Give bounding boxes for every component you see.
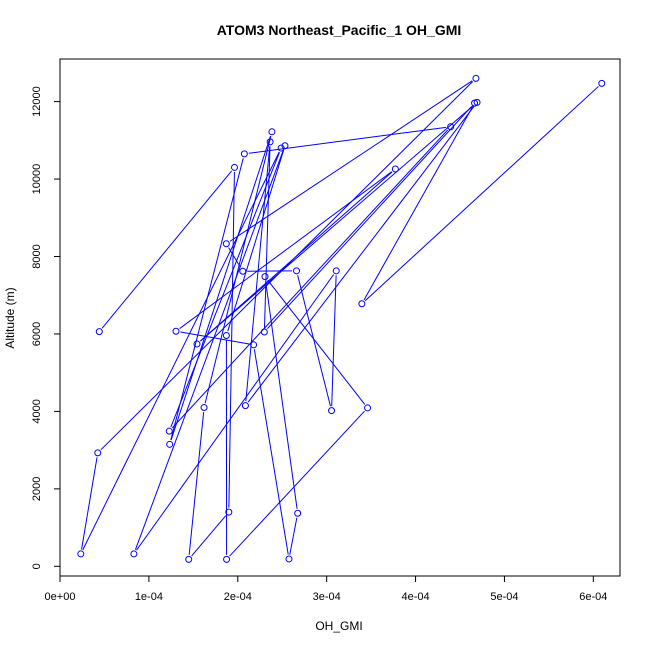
data-point bbox=[130, 550, 138, 558]
data-point bbox=[328, 407, 336, 415]
data-point bbox=[95, 328, 103, 336]
data-point bbox=[332, 267, 340, 275]
chart-title: ATOM3 Northeast_Pacific_1 OH_GMI bbox=[217, 22, 462, 38]
data-point bbox=[222, 240, 230, 248]
data-point bbox=[447, 123, 455, 131]
y-tick-label: 4000 bbox=[31, 399, 43, 423]
series-segment bbox=[289, 517, 298, 555]
data-point bbox=[281, 142, 289, 150]
series-segment bbox=[136, 274, 335, 551]
data-point bbox=[285, 555, 293, 563]
series-segment bbox=[265, 281, 298, 509]
data-point bbox=[185, 555, 193, 563]
series-segment bbox=[204, 136, 272, 404]
series-segment bbox=[200, 171, 393, 342]
data-point bbox=[358, 300, 366, 308]
series-segment bbox=[228, 247, 241, 268]
data-point bbox=[364, 404, 372, 412]
data-point bbox=[200, 404, 208, 412]
y-tick-label: 2000 bbox=[31, 477, 43, 501]
series-segment bbox=[180, 331, 250, 345]
data-point bbox=[165, 427, 173, 435]
data-point bbox=[598, 79, 606, 87]
data-point bbox=[250, 341, 258, 349]
x-axis: 0e+00 1e-04 2e-04 3e-04 4e-04 5e-04 6e-04 bbox=[45, 576, 607, 603]
series-segment bbox=[227, 149, 285, 332]
series-segment bbox=[364, 86, 599, 302]
series-segment bbox=[229, 410, 365, 557]
series-segment bbox=[297, 275, 331, 407]
series-segment bbox=[200, 104, 474, 342]
data-point bbox=[223, 555, 231, 563]
series-segment bbox=[267, 279, 366, 405]
data-point bbox=[294, 509, 302, 517]
x-tick-label: 0e+00 bbox=[45, 591, 76, 603]
data-point bbox=[260, 328, 268, 336]
data-point bbox=[193, 340, 201, 348]
series-segment bbox=[245, 146, 271, 402]
series-segment bbox=[100, 81, 474, 451]
x-axis-label: OH_GMI bbox=[315, 619, 362, 633]
series-segment bbox=[134, 149, 284, 550]
x-tick-label: 2e-04 bbox=[224, 591, 252, 603]
data-point bbox=[239, 267, 247, 275]
data-point bbox=[472, 74, 480, 82]
x-tick-label: 5e-04 bbox=[490, 591, 518, 603]
series-segment bbox=[247, 105, 475, 403]
plot-frame bbox=[59, 58, 621, 577]
series-segment bbox=[171, 129, 448, 429]
x-tick-label: 1e-04 bbox=[135, 591, 163, 603]
series-segment bbox=[229, 80, 473, 242]
series-segment bbox=[179, 171, 393, 329]
series-segment bbox=[82, 151, 280, 551]
data-point bbox=[222, 332, 230, 340]
series-segment bbox=[267, 106, 472, 330]
y-tick-label: 6000 bbox=[31, 322, 43, 346]
data-point bbox=[261, 273, 269, 281]
series-segment bbox=[188, 411, 205, 555]
series-segment bbox=[191, 515, 227, 557]
data-point bbox=[293, 267, 301, 275]
data-point bbox=[230, 163, 238, 171]
y-tick-label: 0 bbox=[31, 563, 43, 569]
series-segment bbox=[331, 275, 337, 407]
data-point bbox=[241, 402, 249, 410]
y-axis-label: Altitude (m) bbox=[3, 287, 17, 348]
x-tick-label: 6e-04 bbox=[579, 591, 607, 603]
x-tick-label: 4e-04 bbox=[401, 591, 429, 603]
series-segment bbox=[170, 135, 271, 441]
y-tick-label: 12000 bbox=[31, 86, 43, 117]
series-segment bbox=[263, 146, 271, 328]
data-point bbox=[225, 508, 233, 516]
series-layer bbox=[77, 74, 606, 563]
series-segment bbox=[228, 171, 235, 508]
data-point bbox=[268, 128, 276, 136]
data-point bbox=[77, 550, 85, 558]
series-segment bbox=[253, 349, 289, 555]
y-tick-label: 10000 bbox=[31, 164, 43, 195]
series-segment bbox=[170, 152, 280, 428]
data-point bbox=[172, 327, 180, 335]
series-segment bbox=[363, 106, 473, 301]
data-point bbox=[277, 144, 285, 152]
data-point bbox=[240, 150, 248, 158]
data-point bbox=[471, 99, 479, 107]
data-point bbox=[94, 449, 102, 457]
x-tick-label: 3e-04 bbox=[313, 591, 341, 603]
y-tick-label: 8000 bbox=[31, 244, 43, 268]
data-point bbox=[391, 165, 399, 173]
data-point bbox=[166, 440, 174, 448]
series-segment bbox=[248, 126, 447, 154]
data-point bbox=[266, 138, 274, 146]
series-segment bbox=[81, 457, 98, 550]
y-axis: 0 2000 4000 6000 8000 10000 12000 bbox=[31, 86, 60, 569]
series-segment bbox=[101, 170, 233, 329]
